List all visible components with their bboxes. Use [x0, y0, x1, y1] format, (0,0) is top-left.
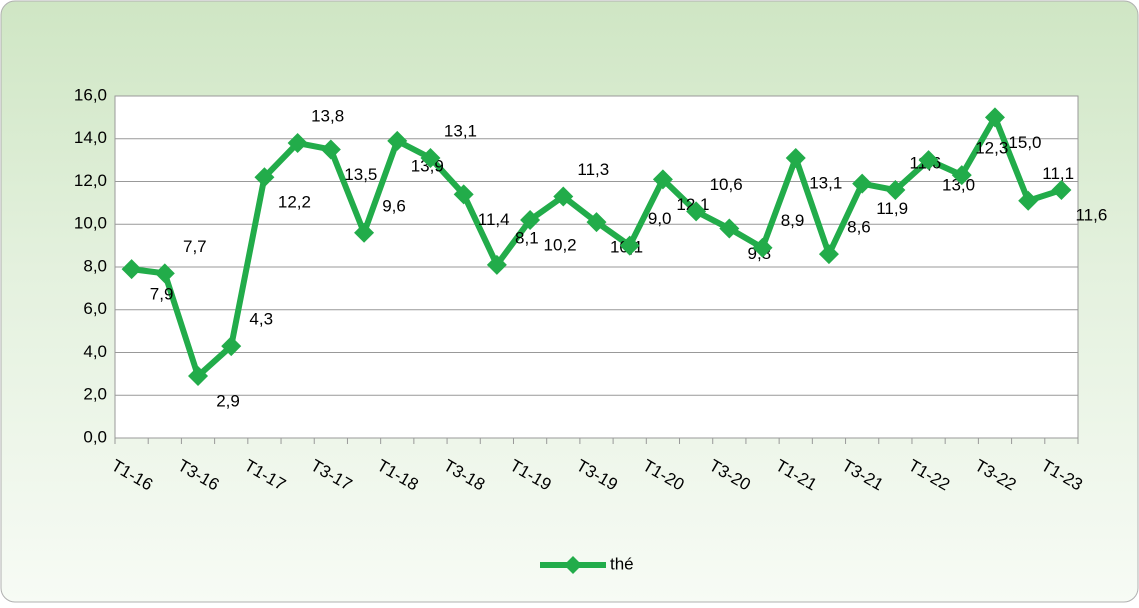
y-tick-label: 12,0 — [74, 171, 107, 190]
legend-marker — [564, 556, 582, 574]
data-label: 2,9 — [216, 391, 240, 410]
data-point — [984, 107, 1005, 128]
data-label: 13,5 — [344, 165, 377, 184]
data-point — [486, 254, 507, 275]
data-point — [752, 237, 773, 258]
data-point — [254, 167, 275, 188]
y-tick-label: 10,0 — [74, 214, 107, 233]
data-point — [818, 244, 839, 265]
data-point — [1018, 190, 1039, 211]
data-point — [221, 336, 242, 357]
y-tick-label: 16,0 — [74, 85, 107, 104]
data-point — [951, 165, 972, 186]
data-point — [121, 259, 142, 280]
data-label: 8,9 — [781, 211, 805, 230]
data-label: 13,1 — [444, 121, 477, 140]
data-label: 11,9 — [876, 199, 908, 218]
data-label: 8,1 — [515, 228, 539, 247]
data-label: 11,6 — [1075, 206, 1107, 225]
data-label: 9,6 — [382, 196, 406, 215]
data-label: 12,3 — [975, 139, 1008, 158]
data-point — [885, 180, 906, 201]
data-label: 10,6 — [710, 175, 743, 194]
data-label: 12,2 — [278, 193, 311, 212]
data-label: 15,0 — [1008, 133, 1041, 152]
data-point — [520, 209, 541, 230]
data-point — [287, 133, 308, 154]
data-point — [420, 147, 441, 168]
data-point — [354, 222, 375, 243]
data-label: 9,0 — [648, 209, 672, 228]
data-point — [320, 139, 341, 160]
data-point — [686, 201, 707, 222]
data-point — [1051, 180, 1072, 201]
y-tick-label: 4,0 — [83, 342, 107, 361]
data-label: 11,1 — [1042, 164, 1074, 183]
data-label: 11,3 — [577, 160, 609, 179]
data-point — [719, 218, 740, 239]
data-label: 10,2 — [544, 235, 577, 254]
data-point — [387, 130, 408, 151]
y-tick-label: 6,0 — [83, 299, 107, 318]
data-label: 13,8 — [311, 107, 344, 126]
data-label: 13,1 — [809, 173, 842, 192]
data-label: 7,7 — [183, 237, 207, 256]
data-point — [785, 147, 806, 168]
y-tick-label: 0,0 — [83, 427, 107, 446]
y-tick-label: 14,0 — [74, 128, 107, 147]
data-point — [586, 212, 607, 233]
data-label: 13,0 — [942, 176, 975, 195]
data-point — [852, 173, 873, 194]
data-label: 11,4 — [478, 210, 510, 229]
data-point — [553, 186, 574, 207]
data-label: 4,3 — [249, 310, 273, 329]
data-label: 8,6 — [847, 218, 871, 237]
data-point — [154, 263, 175, 284]
data-point — [188, 366, 209, 387]
data-point — [619, 235, 640, 256]
legend-label: thé — [610, 554, 634, 573]
data-point — [918, 150, 939, 171]
data-point — [453, 184, 474, 205]
data-label: 7,9 — [150, 285, 174, 304]
y-tick-label: 2,0 — [83, 385, 107, 404]
data-point — [652, 169, 673, 190]
y-tick-label: 8,0 — [83, 256, 107, 275]
